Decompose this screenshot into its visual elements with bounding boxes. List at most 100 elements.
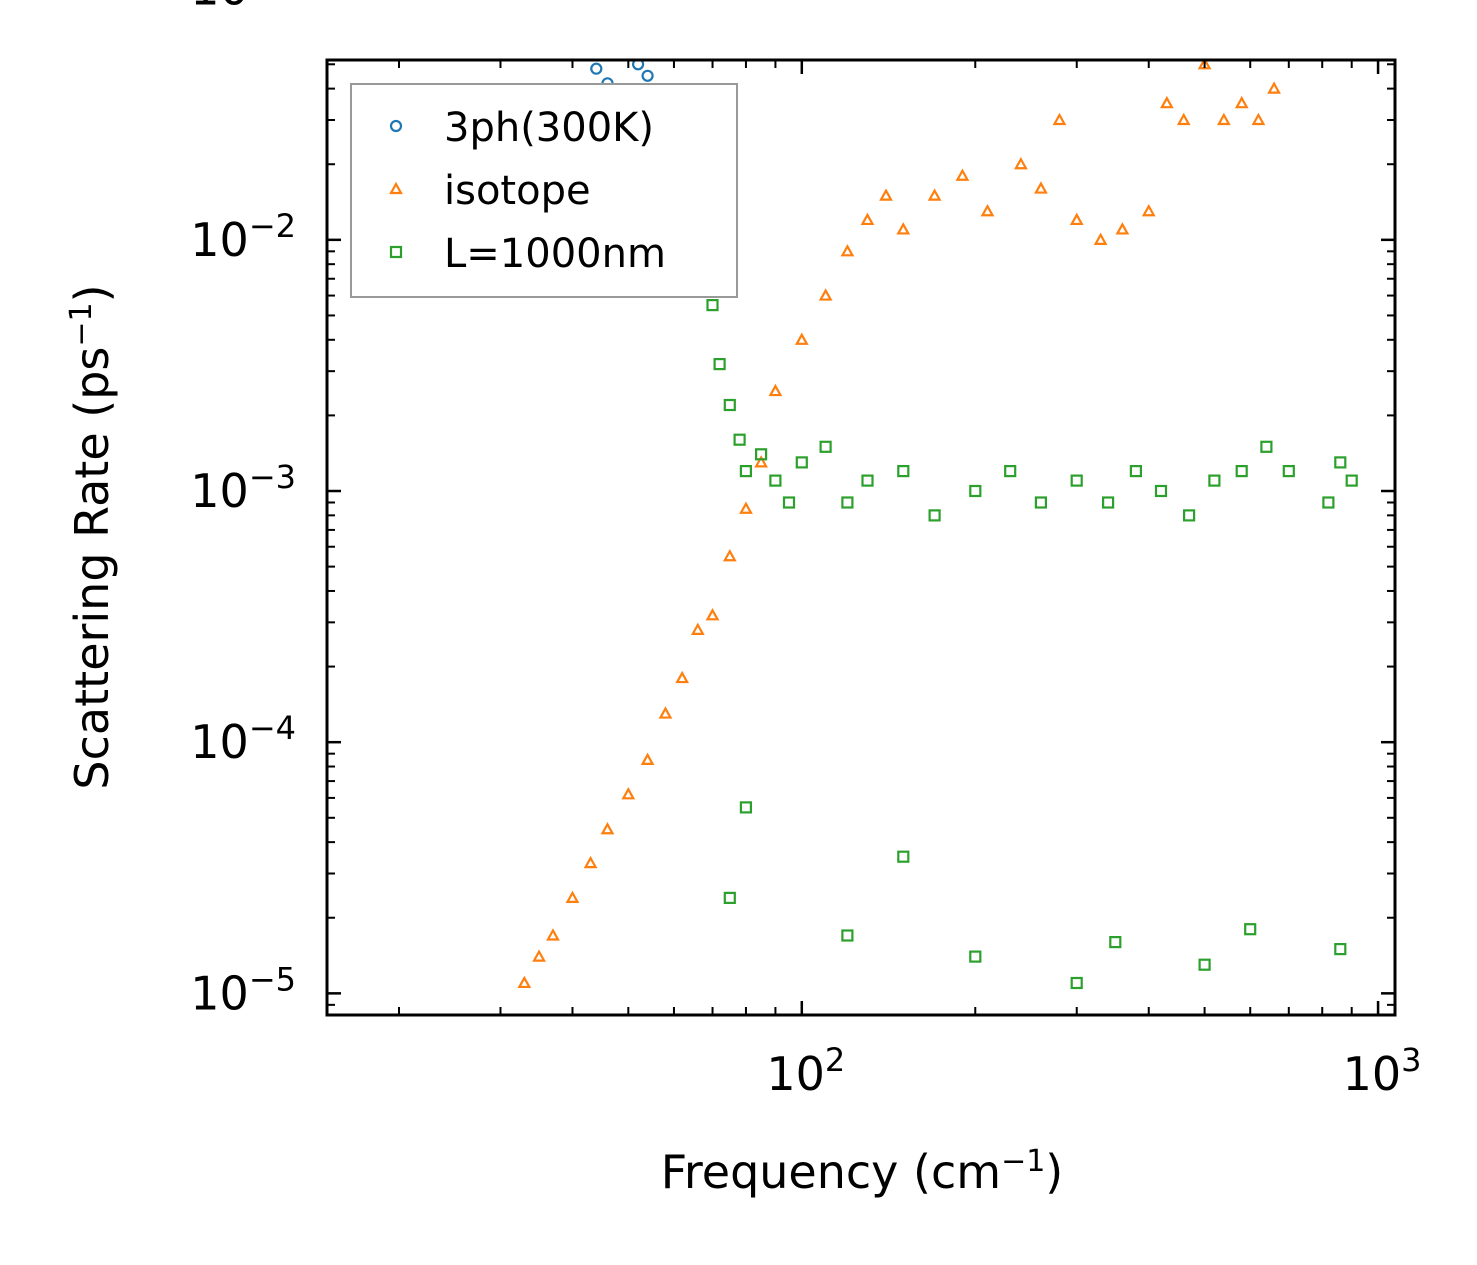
data-point: [754, 455, 768, 468]
data-point: [632, 60, 645, 71]
data-point: [1234, 95, 1249, 109]
data-point: [723, 398, 736, 412]
data-point: [1034, 181, 1048, 194]
data-point: [1141, 203, 1156, 217]
data-point: [1216, 112, 1231, 126]
y-tick-label: 10−5: [190, 960, 296, 1020]
data-point: [661, 8, 671, 18]
data-point: [841, 496, 854, 509]
data-point: [795, 456, 808, 469]
data-point: [782, 496, 796, 509]
legend-label-l1000nm: L=1000nm: [444, 231, 666, 277]
data-point: [546, 928, 560, 941]
legend: 3ph(300K) isotope L=1000nm: [350, 83, 738, 298]
data-point: [733, 433, 746, 446]
legend-label-isotope: isotope: [444, 168, 591, 214]
data-point: [1129, 465, 1143, 478]
data-point: [1070, 976, 1083, 990]
data-point: [1154, 484, 1168, 498]
data-point: [896, 222, 911, 235]
data-point: [517, 975, 532, 989]
data-point: [532, 949, 546, 962]
legend-entry-l1000nm: L=1000nm: [389, 231, 666, 277]
data-point: [675, 670, 690, 684]
data-point: [1004, 465, 1017, 478]
data-point: [621, 787, 636, 800]
series-2: [373, 213, 1358, 990]
x-tick-label: 102: [766, 1041, 845, 1101]
y-axis-title-sup: −1: [64, 302, 99, 346]
data-point: [794, 332, 809, 345]
data-point: [705, 608, 720, 621]
data-point: [1109, 935, 1122, 949]
data-point: [818, 288, 833, 301]
data-point: [768, 383, 783, 397]
y-tick-label: 10−2: [190, 207, 296, 267]
x-tick-label: 103: [1343, 1041, 1422, 1101]
data-point: [583, 855, 598, 869]
data-point: [600, 822, 615, 835]
data-point: [1052, 112, 1067, 126]
data-point: [1115, 222, 1130, 235]
data-point: [1251, 112, 1266, 126]
legend-marker-3ph: [389, 119, 403, 133]
legend-label-3ph: 3ph(300K): [444, 105, 654, 151]
data-point: [1197, 60, 1212, 70]
legend-marker-l1000nm: [389, 245, 403, 259]
y-axis-title: Scattering Rate (ps−1): [64, 284, 120, 789]
data-point: [690, 622, 705, 635]
data-point: [739, 501, 753, 514]
data-point: [739, 465, 753, 478]
data-point: [754, 448, 768, 461]
data-point: [723, 891, 736, 905]
data-point: [613, 39, 623, 49]
legend-entry-3ph: 3ph(300K): [389, 105, 654, 151]
data-point: [980, 203, 995, 217]
data-point: [658, 706, 673, 719]
data-point: [1034, 496, 1048, 509]
data-point: [860, 212, 875, 226]
data-point: [565, 890, 580, 903]
data-point: [739, 801, 753, 814]
data-point: [969, 484, 982, 498]
data-point: [641, 69, 654, 82]
data-point: [713, 358, 726, 371]
data-point: [819, 440, 832, 453]
y-tick-label: 10−1: [190, 0, 296, 16]
data-point: [927, 188, 942, 201]
data-point: [1334, 942, 1347, 956]
legend-box: [350, 83, 738, 298]
data-point: [969, 950, 982, 963]
data-point: [1267, 81, 1281, 94]
data-point: [669, 15, 679, 25]
data-point: [623, 49, 633, 59]
data-point: [1176, 112, 1191, 126]
data-point: [1198, 958, 1211, 971]
data-point: [1014, 156, 1028, 170]
data-point: [1260, 440, 1273, 453]
data-point: [689, 0, 699, 5]
data-point: [1284, 8, 1294, 17]
y-tick-label: 10−4: [190, 709, 296, 769]
data-point: [861, 474, 874, 487]
y-tick-label: 10−3: [190, 458, 296, 518]
data-point: [928, 509, 941, 522]
x-axis-title-sup: −1: [1001, 1144, 1045, 1179]
data-point: [840, 244, 855, 257]
data-point: [1208, 474, 1221, 487]
data-point: [722, 548, 737, 562]
data-point: [1093, 232, 1108, 245]
data-point: [897, 465, 910, 478]
plot-frame: [325, 58, 1397, 1017]
data-point: [1282, 465, 1295, 478]
data-point: [769, 474, 782, 487]
data-point: [1070, 474, 1083, 487]
data-point: [1101, 496, 1115, 509]
axis-ticks: [327, 60, 1395, 1015]
data-point: [640, 752, 655, 766]
x-axis-title: Frequency (cm−1): [661, 1144, 1064, 1200]
data-point: [841, 929, 854, 942]
data-point: [1069, 212, 1084, 226]
legend-entry-isotope: isotope: [389, 168, 591, 214]
